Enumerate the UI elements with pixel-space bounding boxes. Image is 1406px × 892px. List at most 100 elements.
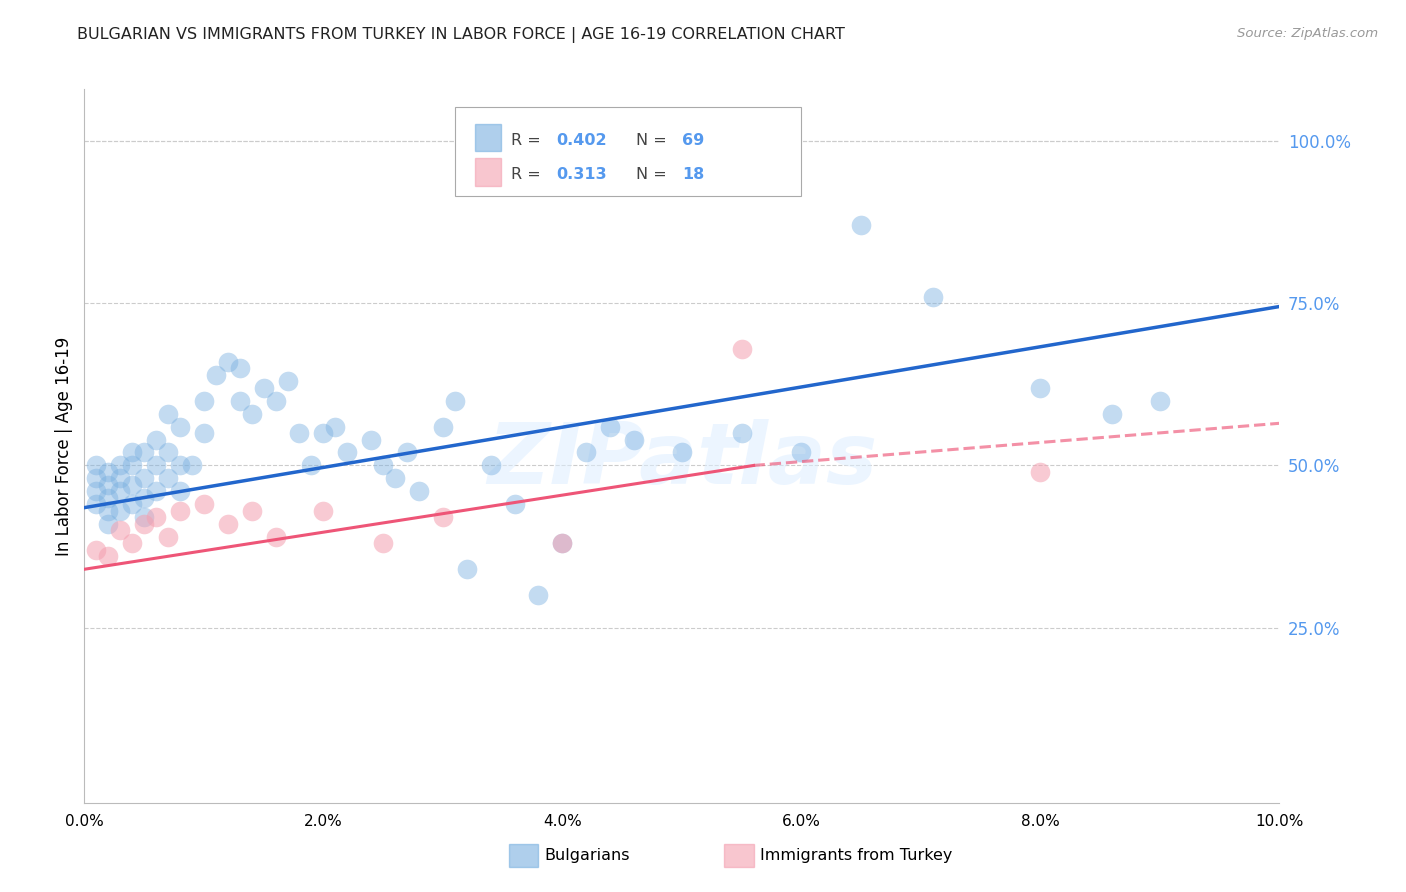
Point [157,407,180,421]
Point [922,290,945,304]
Point [1101,407,1123,421]
Bar [724,844,754,867]
Point [157,471,180,485]
Point [1149,393,1171,408]
Point [360,433,382,447]
Point [288,425,311,440]
Point [253,381,276,395]
Text: 0.402: 0.402 [557,133,607,148]
Point [444,393,467,408]
Point [193,497,215,511]
Point [240,407,263,421]
Text: R =: R = [510,133,546,148]
Point [110,524,132,538]
Point [132,516,156,531]
Point [86,497,108,511]
Point [264,530,287,544]
Point [228,393,252,408]
Point [312,504,335,518]
Point [181,458,204,473]
Point [373,536,395,550]
Text: BULGARIAN VS IMMIGRANTS FROM TURKEY IN LABOR FORCE | AGE 16-19 CORRELATION CHART: BULGARIAN VS IMMIGRANTS FROM TURKEY IN L… [77,27,845,43]
Point [97,516,120,531]
Point [264,393,287,408]
Point [599,419,621,434]
Point [121,478,143,492]
Point [301,458,323,473]
Point [132,471,156,485]
Point [86,458,108,473]
Point [110,471,132,485]
Point [97,491,120,505]
FancyBboxPatch shape [456,107,801,196]
Point [169,458,191,473]
Text: 69: 69 [682,133,704,148]
Point [86,471,108,485]
Point [121,536,143,550]
Point [325,419,347,434]
Point [456,562,478,576]
Point [551,536,574,550]
Point [121,445,143,459]
Point [205,368,228,382]
Point [503,497,526,511]
Y-axis label: In Labor Force | Age 16-19: In Labor Force | Age 16-19 [55,336,73,556]
Text: 18: 18 [682,168,704,182]
Point [193,425,215,440]
Point [384,471,406,485]
Text: ZIPatlas: ZIPatlas [486,418,877,502]
Point [396,445,419,459]
Point [157,530,180,544]
Point [169,504,191,518]
Point [86,484,108,499]
Bar [475,124,502,152]
Point [373,458,395,473]
Bar [509,844,538,867]
Point [169,484,191,499]
Text: Bulgarians: Bulgarians [544,848,630,863]
Point [277,374,299,388]
Text: R =: R = [510,168,546,182]
Point [217,354,239,368]
Point [121,458,143,473]
Point [145,484,167,499]
Point [336,445,359,459]
Point [479,458,502,473]
Point [145,458,167,473]
Point [193,393,215,408]
Point [132,445,156,459]
Point [1029,381,1052,395]
Point [575,445,598,459]
Text: 0.313: 0.313 [557,168,607,182]
Text: Immigrants from Turkey: Immigrants from Turkey [759,848,952,863]
Text: N =: N = [637,133,672,148]
Point [97,465,120,479]
Point [132,510,156,524]
Point [527,588,550,602]
Point [432,510,454,524]
Text: Source: ZipAtlas.com: Source: ZipAtlas.com [1237,27,1378,40]
Point [97,549,120,564]
Point [145,510,167,524]
Point [1029,465,1052,479]
Point [145,433,167,447]
Point [86,542,108,557]
Point [110,458,132,473]
Point [240,504,263,518]
Point [790,445,813,459]
Point [851,219,873,233]
Point [551,536,574,550]
Text: N =: N = [637,168,672,182]
Point [121,497,143,511]
Point [731,342,754,356]
Point [132,491,156,505]
Point [623,433,645,447]
Point [110,484,132,499]
Bar [475,159,502,186]
Point [97,478,120,492]
Point [312,425,335,440]
Point [217,516,239,531]
Point [731,425,754,440]
Point [671,445,693,459]
Point [157,445,180,459]
